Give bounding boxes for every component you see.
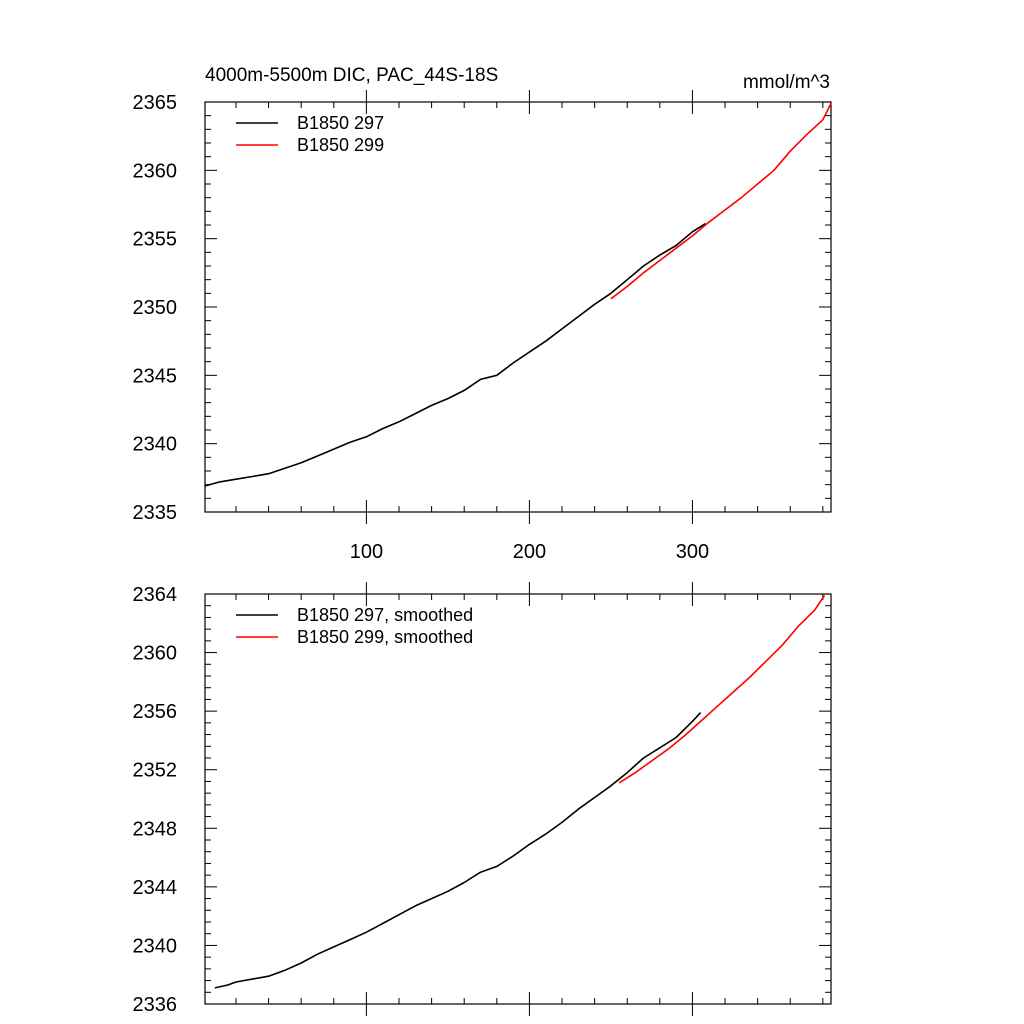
plot-frame xyxy=(204,593,832,1005)
y-tick-label: 2348 xyxy=(133,818,178,840)
legend-label: B1850 297, smoothed xyxy=(297,605,473,625)
legend-label: B1850 299 xyxy=(297,135,384,155)
y-tick-label: 2355 xyxy=(133,229,178,251)
legend-label: B1850 299, smoothed xyxy=(297,627,473,647)
x-tick-label: 100 xyxy=(350,541,383,563)
y-tick-label: 2335 xyxy=(133,502,178,524)
y-tick-label: 2352 xyxy=(133,760,178,782)
series-line-b1850-299 xyxy=(610,103,832,300)
y-tick-label: 2350 xyxy=(133,297,178,319)
series-line-b1850-297 xyxy=(204,222,706,487)
units-label: mmol/m^3 xyxy=(743,72,830,93)
chart-title: 4000m-5500m DIC, PAC_44S-18S xyxy=(205,65,498,86)
y-tick-label: 2360 xyxy=(133,643,178,665)
series-line-b1850-297 xyxy=(214,712,702,989)
y-tick-label: 2340 xyxy=(133,434,178,456)
y-tick-label: 2356 xyxy=(133,701,178,723)
y-tick-label: 2360 xyxy=(133,160,178,182)
x-tick-label: 300 xyxy=(676,541,709,563)
plot-frame xyxy=(204,101,832,513)
y-tick-label: 2340 xyxy=(133,935,178,957)
y-tick-label: 2344 xyxy=(133,877,178,899)
y-tick-label: 2364 xyxy=(133,584,178,606)
series-line-b1850-299 xyxy=(618,595,826,784)
y-tick-label: 2365 xyxy=(133,92,178,114)
top-panel: 4000m-5500m DIC, PAC_44S-18S mmol/m^3 23… xyxy=(133,65,832,563)
y-tick-label: 2336 xyxy=(133,994,178,1016)
y-tick-label: 2345 xyxy=(133,365,178,387)
bottom-panel: 2336 2340 2344 2348 2352 2356 2360 2364 B1850 29… xyxy=(133,582,832,1016)
legend-label: B1850 297 xyxy=(297,113,384,133)
x-tick-label: 200 xyxy=(513,541,546,563)
